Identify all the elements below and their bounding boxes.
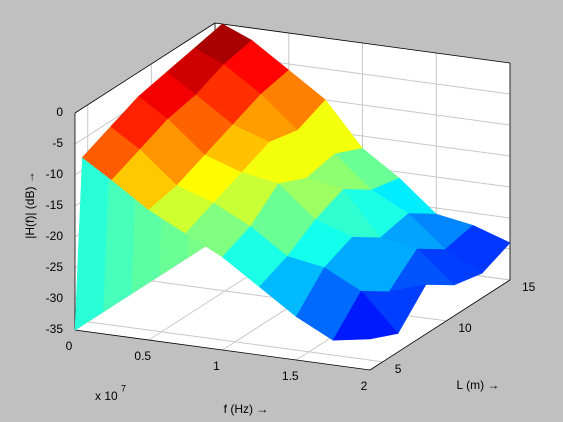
surface — [74, 23, 511, 341]
box-edge — [369, 279, 511, 371]
x-tick-label: 1 — [213, 359, 220, 373]
x-axis-label: f (Hz) → — [224, 402, 269, 416]
z-tick-label: -15 — [46, 198, 64, 212]
x-tick-label: 1.5 — [282, 369, 299, 383]
z-tick-label: -30 — [46, 291, 64, 305]
y-tick-label: 15 — [522, 280, 536, 294]
y-axis-label: L (m) → — [457, 378, 500, 392]
surface-cell — [332, 290, 399, 341]
x-tick-label: 2 — [361, 379, 368, 393]
z-tick-label: 0 — [56, 105, 63, 119]
z-tick-label: -35 — [46, 322, 64, 336]
labels: -35 -30 -25 -20 -15 -10 -5 0 0 0.5 1 1.5 2 5 10 15 — [46, 105, 536, 393]
y-tick-label: 5 — [395, 362, 402, 376]
box-edge — [74, 329, 371, 371]
z-tick-label: -10 — [46, 167, 64, 181]
x-tick-label: 0.5 — [134, 349, 151, 363]
x-scale-power: 7 — [121, 383, 126, 393]
z-tick-label: -5 — [52, 136, 63, 150]
x-scale-label: x 10 — [95, 389, 118, 403]
z-tick-label: -20 — [46, 229, 64, 243]
box-edge — [74, 22, 216, 114]
z-tick-label: -25 — [46, 260, 64, 274]
x-tick-label: 0 — [66, 339, 73, 353]
y-tick-label: 10 — [458, 321, 472, 335]
box-edge — [214, 22, 511, 64]
grid-line — [87, 321, 383, 363]
z-axis-label: |H(f)| (dB) → — [23, 171, 37, 239]
